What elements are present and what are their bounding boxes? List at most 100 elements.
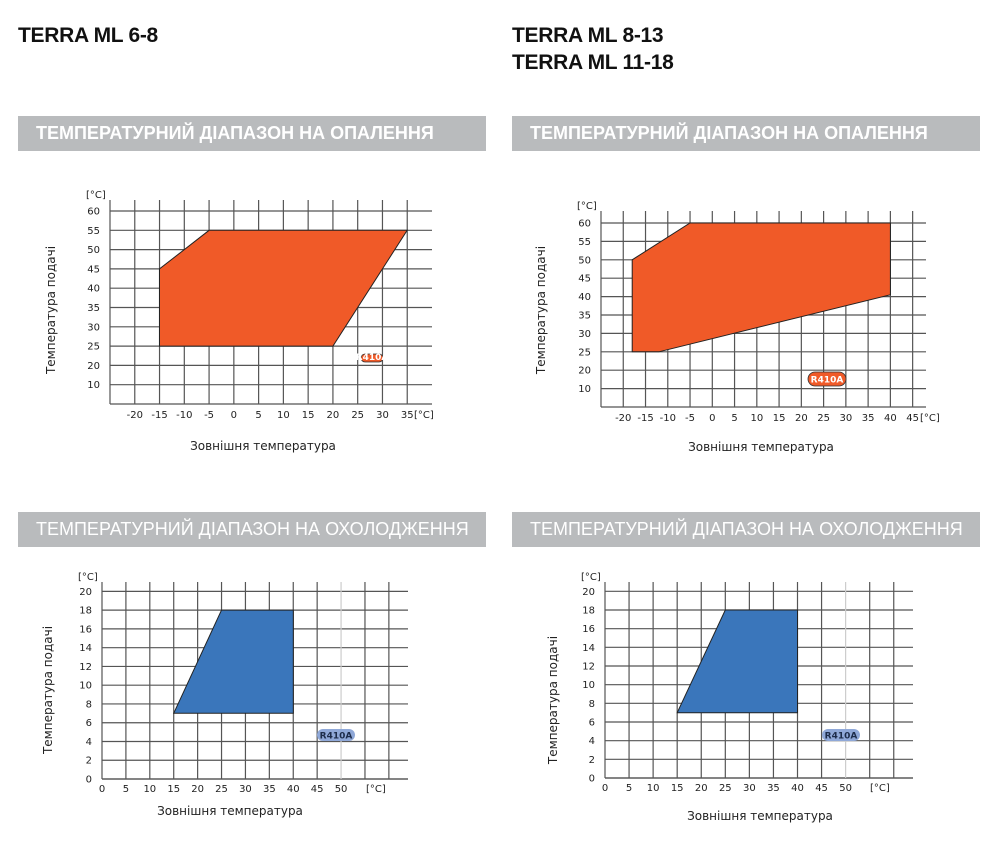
y-tick-label: 16 <box>79 624 92 635</box>
x-tick-label: 25 <box>351 410 364 421</box>
x-tick-label: -15 <box>637 413 653 424</box>
refrigerant-label: R410A <box>320 732 353 742</box>
operating-range-area <box>172 609 294 714</box>
y-tick-label: 8 <box>589 699 595 710</box>
x-axis-label: Зовнішня температура <box>688 440 834 454</box>
x-tick-label: -20 <box>127 410 143 421</box>
x-tick-label: 25 <box>215 784 228 795</box>
heating-header-right: ТЕМПЕРАТУРНИЙ ДІАПАЗОН НА ОПАЛЕННЯ <box>512 116 980 151</box>
y-tick-label: 20 <box>87 361 100 372</box>
cooling-header-left: ТЕМПЕРАТУРНИЙ ДІАПАЗОН НА ОХОЛОДЖЕННЯ <box>18 512 486 547</box>
y-unit-label: [°C] <box>581 572 601 583</box>
x-tick-label: 20 <box>695 783 708 794</box>
y-axis-label: Температура подачі <box>44 246 58 375</box>
y-tick-label: 45 <box>578 274 591 285</box>
y-tick-label: 10 <box>79 681 92 692</box>
y-tick-label: 0 <box>589 774 595 785</box>
y-tick-label: 14 <box>582 643 595 654</box>
x-tick-label: -20 <box>615 413 631 424</box>
operating-range-area <box>631 222 891 353</box>
x-tick-label: 25 <box>719 783 732 794</box>
refrigerant-badge <box>360 353 384 363</box>
x-tick-label: 40 <box>791 783 804 794</box>
y-tick-label: 30 <box>87 322 100 333</box>
y-tick-label: 45 <box>87 264 100 275</box>
x-unit-label: [°C] <box>870 783 890 794</box>
y-tick-label: 14 <box>79 643 92 654</box>
y-unit-label: [°C] <box>78 572 98 583</box>
x-tick-label: -15 <box>151 410 167 421</box>
x-tick-label: 25 <box>817 413 830 424</box>
x-tick-label: 20 <box>191 784 204 795</box>
heating-header-left: ТЕМПЕРАТУРНИЙ ДІАПАЗОН НА ОПАЛЕННЯ <box>18 116 486 151</box>
x-axis-label: Зовнішня температура <box>190 439 336 453</box>
y-tick-label: 2 <box>589 755 595 766</box>
x-tick-label: 50 <box>335 784 348 795</box>
x-tick-label: 20 <box>795 413 808 424</box>
x-tick-label: -5 <box>685 413 695 424</box>
y-axis-label: Температура подачі <box>546 636 560 765</box>
x-tick-label: 0 <box>602 783 608 794</box>
x-tick-label: 0 <box>231 410 237 421</box>
x-tick-label: 30 <box>839 413 852 424</box>
x-tick-label: 10 <box>277 410 290 421</box>
y-tick-label: 50 <box>578 255 591 266</box>
y-tick-label: 6 <box>86 718 92 729</box>
x-tick-label: 45 <box>311 784 324 795</box>
x-tick-label: 20 <box>327 410 340 421</box>
x-axis-label: Зовнішня температура <box>687 809 833 823</box>
cooling-header-right: ТЕМПЕРАТУРНИЙ ДІАПАЗОН НА ОХОЛОДЖЕННЯ <box>512 512 980 547</box>
y-tick-label: 0 <box>86 775 92 786</box>
refrigerant-label: R410A <box>825 732 858 742</box>
x-tick-label: 30 <box>376 410 389 421</box>
y-tick-label: 10 <box>578 384 591 395</box>
y-tick-label: 4 <box>86 737 92 748</box>
y-tick-label: 16 <box>582 624 595 635</box>
x-tick-label: 35 <box>401 410 414 421</box>
operating-range-area <box>159 229 409 347</box>
x-tick-label: 15 <box>167 784 180 795</box>
x-tick-label: -5 <box>204 410 214 421</box>
y-axis-label: Температура подачі <box>534 246 548 375</box>
y-tick-label: 6 <box>589 718 595 729</box>
x-tick-label: 10 <box>143 784 156 795</box>
y-tick-label: 50 <box>87 245 100 256</box>
y-tick-label: 2 <box>86 756 92 767</box>
x-tick-label: 30 <box>743 783 756 794</box>
x-tick-label: -10 <box>176 410 192 421</box>
refrigerant-label: R410A <box>811 376 844 386</box>
refrigerant-badge <box>807 371 847 387</box>
y-tick-label: 12 <box>582 662 595 673</box>
chart-1: 60 55 50 45 40 35 30 25 20 10 -20 -15 -10 -5 0 5 10 15 20 2… <box>44 190 434 453</box>
y-tick-label: 12 <box>79 662 92 673</box>
y-unit-label: [°C] <box>577 201 597 212</box>
y-tick-label: 18 <box>79 606 92 617</box>
y-tick-label: 8 <box>86 699 92 710</box>
x-tick-label: 10 <box>647 783 660 794</box>
x-tick-label: 45 <box>906 413 919 424</box>
y-tick-label: 40 <box>578 292 591 303</box>
refrigerant-badge <box>822 729 860 741</box>
x-tick-label: 0 <box>709 413 715 424</box>
x-axis-label: Зовнішня температура <box>157 804 303 818</box>
y-tick-label: 35 <box>87 303 100 314</box>
y-tick-label: 55 <box>578 237 591 248</box>
x-tick-label: 5 <box>255 410 261 421</box>
x-tick-label: 15 <box>671 783 684 794</box>
x-tick-label: 15 <box>302 410 315 421</box>
x-unit-label: [°C] <box>366 784 386 795</box>
x-tick-label: 30 <box>239 784 252 795</box>
model-title-right-2: TERRA ML 11-18 <box>512 51 674 74</box>
x-tick-label: 50 <box>839 783 852 794</box>
y-tick-label: 20 <box>578 366 591 377</box>
refrigerant-label: R410A <box>356 353 389 363</box>
x-tick-label: 5 <box>123 784 129 795</box>
x-unit-label: [°C] <box>920 413 940 424</box>
model-title-left: TERRA ML 6-8 <box>18 24 158 47</box>
y-tick-label: 10 <box>87 380 100 391</box>
x-tick-label: 10 <box>750 413 763 424</box>
y-tick-label: 25 <box>87 342 100 353</box>
x-tick-label: 35 <box>862 413 875 424</box>
y-unit-label: [°C] <box>86 190 106 201</box>
